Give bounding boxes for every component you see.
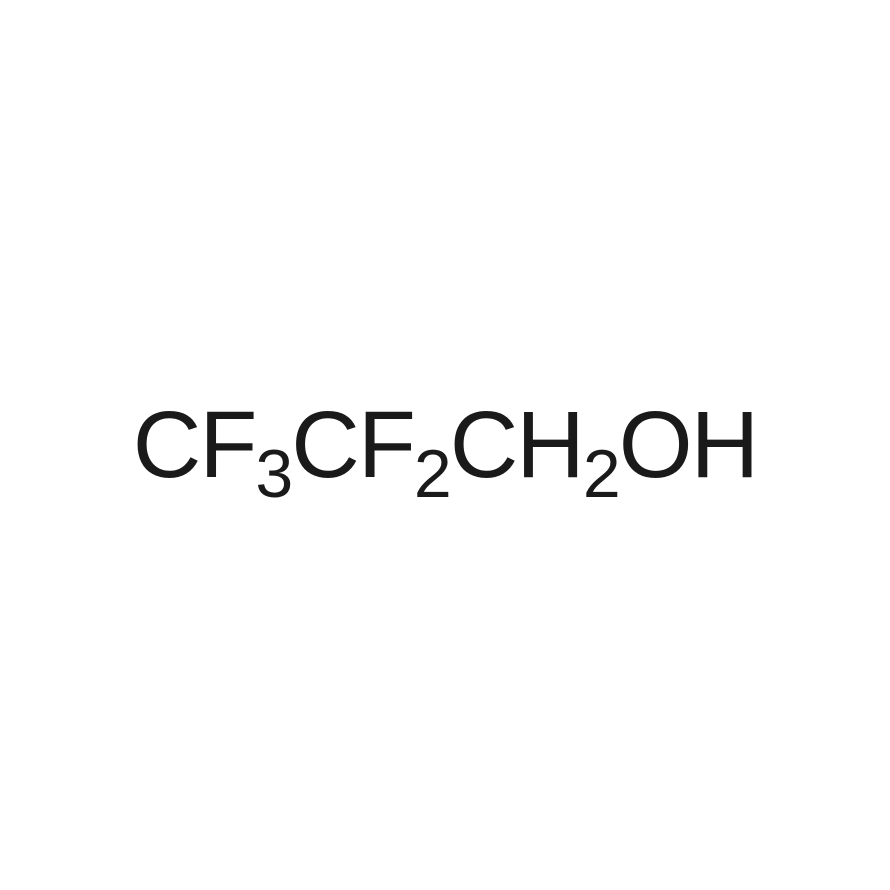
atom-symbol: C [133, 391, 200, 500]
chemical-formula: CF3CF2CH2OH [133, 391, 758, 500]
atom-symbol: H [691, 391, 758, 500]
formula-container: CF3CF2CH2OH [0, 0, 890, 890]
subscript-digit: 3 [255, 435, 291, 513]
atom-symbol: C [291, 391, 358, 500]
subscript-digit: 2 [414, 435, 450, 513]
subscript-digit: 2 [583, 435, 619, 513]
atom-symbol: F [199, 391, 255, 500]
atom-symbol: C [450, 391, 517, 500]
atom-symbol: H [516, 391, 583, 500]
atom-symbol: O [619, 391, 691, 500]
atom-symbol: F [358, 391, 414, 500]
